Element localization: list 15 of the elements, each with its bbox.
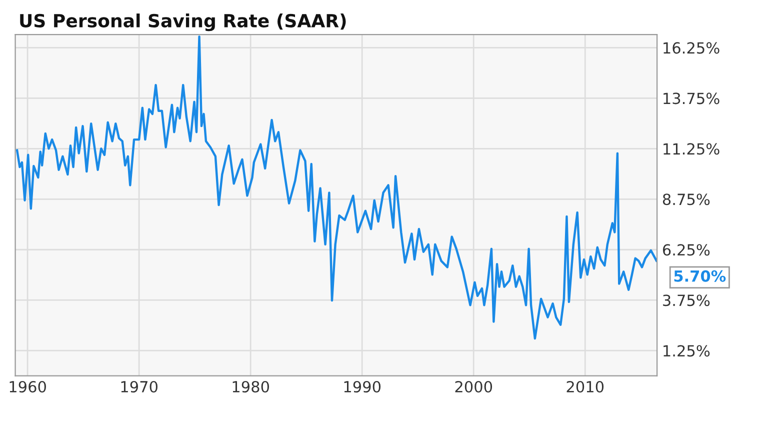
x-tick-label: 1970 xyxy=(121,380,158,393)
y-tick-label: 16.25% xyxy=(664,42,720,54)
chart-title: US Personal Saving Rate (SAAR) xyxy=(20,14,346,32)
y-tick-label: 1.25% xyxy=(664,345,710,357)
x-tick-label: 1980 xyxy=(232,380,269,393)
x-tick-label: 2000 xyxy=(455,380,492,393)
y-tick-label: 6.25% xyxy=(662,244,710,256)
x-tick-label: 2010 xyxy=(566,380,604,393)
x-tick-label: 1990 xyxy=(344,380,381,393)
y-tick-label: 13.75% xyxy=(664,92,720,104)
y-tick-label: 8.75% xyxy=(662,194,710,206)
y-tick-label: 11.25% xyxy=(664,143,720,155)
y-tick-label: 3.75% xyxy=(663,294,710,306)
x-tick-label: 1960 xyxy=(10,380,46,393)
annotation: 5.70% xyxy=(674,270,726,282)
